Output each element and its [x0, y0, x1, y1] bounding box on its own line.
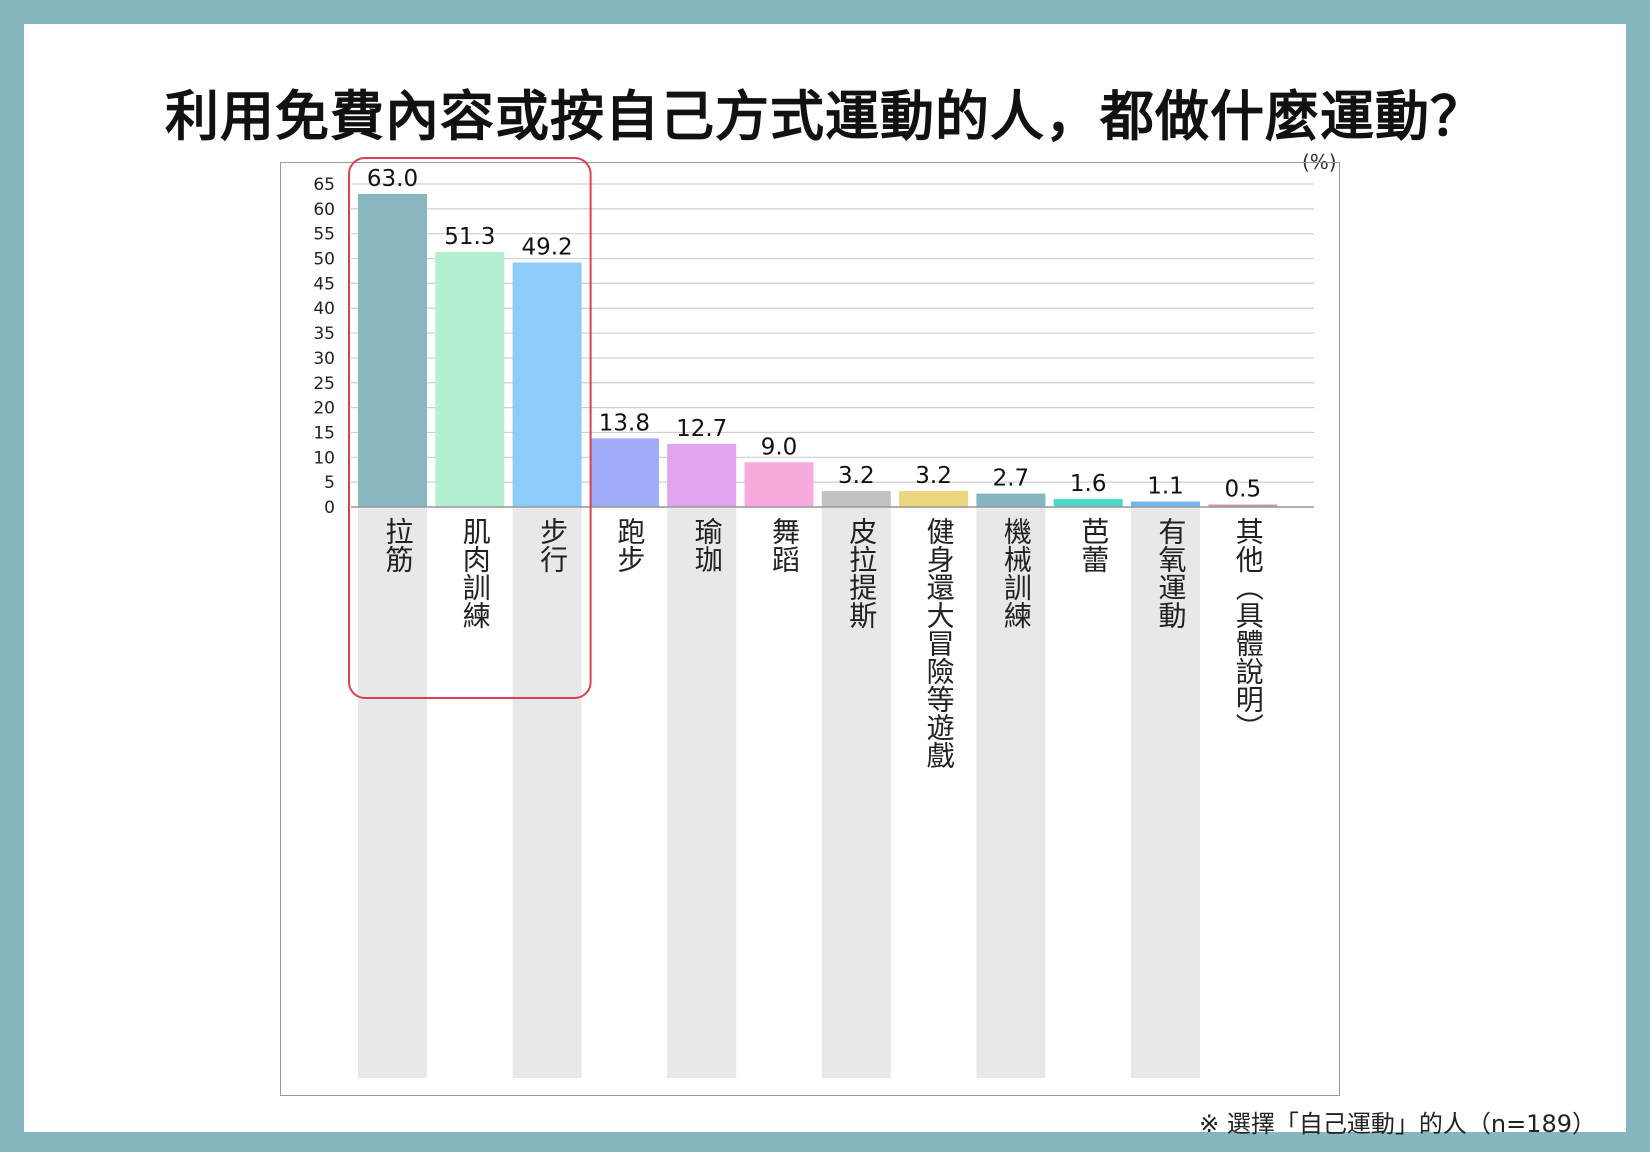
value-label: 49.2	[521, 235, 572, 261]
bar-chart: 0 5 10 15 20 25 30 35 40 45 50 55 60 65 63.0 51.3 49.2 13…	[313, 157, 1314, 1078]
y-tick-label: 30	[313, 349, 335, 369]
value-label: 51.3	[444, 224, 495, 250]
bar	[821, 491, 891, 507]
bar	[512, 262, 582, 507]
value-label: 2.7	[993, 466, 1030, 492]
column-shade	[667, 507, 737, 1078]
value-label: 3.2	[838, 463, 875, 489]
column-shade	[976, 507, 1046, 1078]
bar	[1208, 504, 1278, 508]
y-tick-label: 5	[324, 473, 335, 493]
y-tick-label: 25	[313, 374, 335, 394]
bar	[358, 193, 427, 507]
x-tick-label: 健身還大冒險等遊戲	[922, 517, 956, 769]
bar	[744, 462, 814, 507]
chart-title: 利用免費內容或按自己方式運動的人，都做什麼運動？	[165, 85, 1485, 148]
value-label: 12.7	[676, 416, 727, 442]
y-tick-label: 0	[324, 498, 335, 518]
bar	[589, 438, 659, 507]
column-shade	[1131, 507, 1200, 1078]
bar	[435, 252, 505, 507]
y-tick-label: 15	[313, 423, 335, 443]
value-label: 9.0	[761, 434, 798, 460]
x-tick-label: 芭蕾	[1077, 517, 1111, 573]
y-tick-label: 55	[313, 225, 335, 245]
bar	[667, 443, 737, 507]
column-shade	[821, 507, 891, 1078]
bar	[1053, 499, 1123, 507]
chart-card: 利用免費內容或按自己方式運動的人，都做什麼運動？ (%) 0 5 10 15 20 25 3…	[24, 24, 1626, 1138]
x-tick-label: 瑜珈	[690, 517, 724, 573]
y-tick-label: 35	[313, 324, 335, 344]
y-tick-label: 65	[313, 175, 335, 195]
y-tick-label: 40	[313, 299, 335, 319]
value-label: 3.2	[915, 463, 952, 489]
x-tick-label: 有氧運動	[1154, 517, 1188, 629]
value-label: 1.1	[1147, 474, 1184, 500]
y-tick-label: 60	[313, 200, 335, 220]
x-tick-label: 步行	[536, 517, 570, 573]
x-tick-label: 拉筋	[381, 517, 415, 573]
value-label: 63.0	[367, 166, 418, 192]
y-tick-label: 20	[313, 399, 335, 419]
bar	[899, 491, 969, 507]
highlight-box	[348, 157, 592, 699]
x-tick-label: 肌肉訓練	[458, 517, 492, 629]
column-shade	[512, 507, 582, 1078]
value-label: 13.8	[599, 410, 650, 436]
column-shade	[358, 507, 427, 1078]
y-tick-label: 10	[313, 448, 335, 468]
x-tick-label: 皮拉提斯	[845, 517, 879, 629]
x-tick-label: 機械訓練	[999, 517, 1033, 629]
x-tick-label: 舞蹈	[768, 517, 801, 573]
sample-note: ※ 選擇「自己運動」的人（n=189）	[1199, 1110, 1596, 1138]
bar	[1131, 501, 1200, 507]
value-label: 1.6	[1070, 471, 1107, 497]
value-label: 0.5	[1225, 477, 1262, 503]
y-tick-label: 45	[313, 274, 335, 294]
x-tick-label: 其他（具體說明）	[1231, 517, 1265, 741]
plot-frame	[280, 162, 1340, 1096]
y-tick-label: 50	[313, 250, 335, 270]
bar	[976, 493, 1046, 507]
x-tick-label: 跑步	[613, 517, 647, 573]
